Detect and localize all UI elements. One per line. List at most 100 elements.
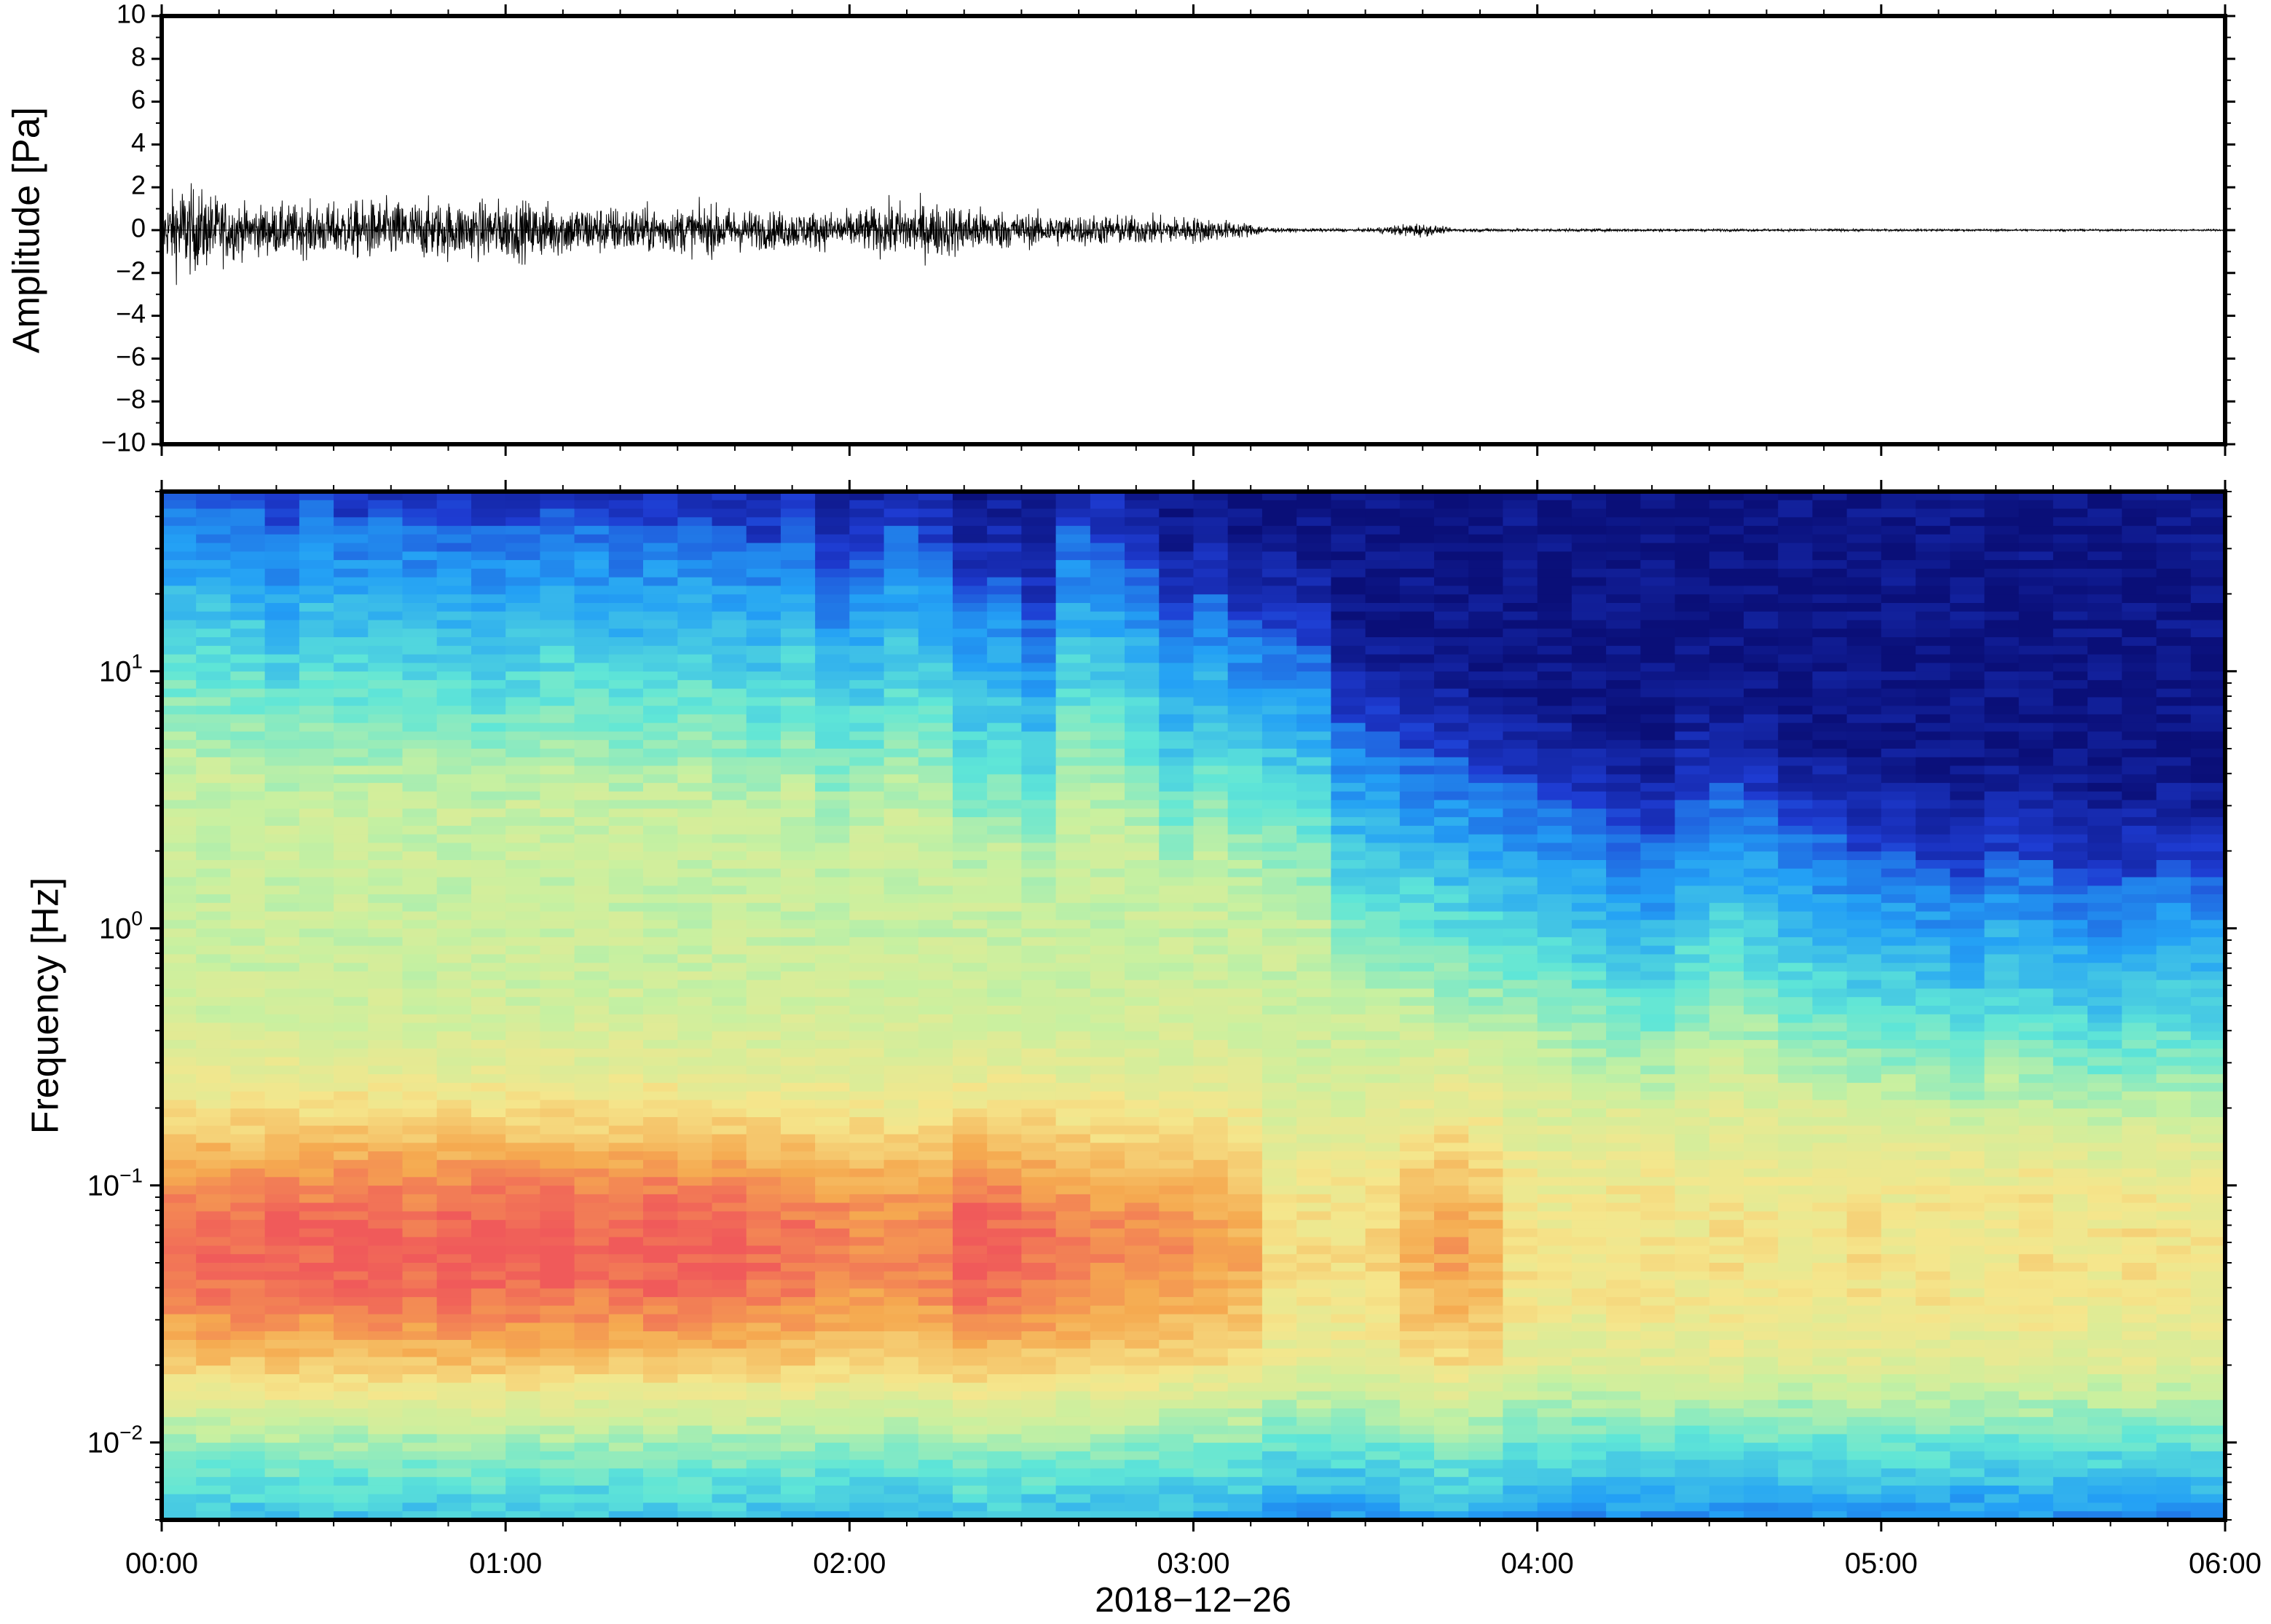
- spectrogram-cell: [1090, 1502, 1125, 1513]
- spectrogram-cell: [1365, 1134, 1401, 1144]
- spectrogram-cell: [987, 1117, 1023, 1127]
- spectrogram-cell: [471, 1177, 506, 1186]
- spectrogram-cell: [1537, 551, 1573, 561]
- spectrogram-cell: [505, 954, 541, 963]
- spectrogram-cell: [299, 645, 334, 655]
- spectrogram-cell: [1434, 1245, 1469, 1256]
- spectrogram-cell: [815, 543, 851, 553]
- spectrogram-cell: [1365, 517, 1401, 527]
- spectrogram-cell: [953, 577, 988, 587]
- spectrogram-cell: [264, 757, 300, 767]
- spectrogram-cell: [987, 1091, 1023, 1101]
- spectrogram-cell: [1503, 1211, 1538, 1221]
- spectrogram-cell: [230, 1323, 266, 1332]
- spectrogram-cell: [1537, 1151, 1573, 1161]
- spectrogram-cell: [746, 783, 782, 792]
- spectrogram-cell: [712, 1151, 747, 1161]
- spectrogram-cell: [1399, 560, 1435, 569]
- spectrogram-cell: [746, 697, 782, 706]
- spectrogram-cell: [918, 492, 953, 501]
- spectrogram-cell: [368, 783, 404, 792]
- spectrogram-cell: [196, 1177, 232, 1186]
- spectrogram-cell: [643, 1451, 678, 1461]
- spectrogram-cell: [196, 697, 232, 706]
- spectrogram-cell: [1571, 920, 1607, 929]
- spectrogram-cell: [436, 1494, 472, 1504]
- spectrogram-cell: [299, 800, 334, 810]
- spectrogram-cell: [953, 731, 988, 741]
- spectrogram-cell: [746, 688, 782, 698]
- spectrogram-cell: [574, 1348, 610, 1358]
- spectrogram-cell: [746, 1117, 782, 1127]
- spectrogram-cell: [299, 637, 334, 647]
- spectrogram-cell: [677, 1040, 713, 1049]
- spectrogram-cell: [987, 1186, 1023, 1195]
- spectrogram-cell: [1296, 1348, 1332, 1358]
- spectrogram-cell: [1055, 577, 1091, 587]
- spectrogram-cell: [712, 611, 747, 621]
- spectrogram-cell: [436, 1211, 472, 1221]
- spectrogram-cell: [746, 1434, 782, 1443]
- spectrogram-cell: [1193, 868, 1229, 878]
- spectrogram-cell: [1227, 1443, 1263, 1452]
- spectrogram-cell: [1468, 679, 1504, 690]
- spectrogram-cell: [334, 1459, 369, 1470]
- spectrogram-cell: [299, 1108, 334, 1118]
- spectrogram-cell: [815, 860, 851, 870]
- spectrogram-cell: [608, 1408, 644, 1418]
- spectrogram-cell: [334, 611, 369, 621]
- spectrogram-cell: [1331, 517, 1366, 527]
- spectrogram-cell: [162, 1186, 197, 1195]
- spectrogram-cell: [540, 1117, 575, 1127]
- spectrogram-cell: [918, 1245, 953, 1256]
- spectrogram-cell: [196, 526, 232, 535]
- spectrogram-cell: [230, 963, 266, 972]
- spectrogram-cell: [883, 706, 919, 715]
- spectrogram-cell: [643, 679, 678, 690]
- spectrogram-cell: [230, 1357, 266, 1366]
- spectrogram-cell: [299, 1511, 334, 1520]
- spectrogram-cell: [746, 868, 782, 878]
- spectrogram-cell: [1159, 1357, 1194, 1366]
- spectrogram-cell: [1365, 679, 1401, 690]
- spectrogram-cell: [780, 1494, 816, 1504]
- spectrogram-cell: [1537, 902, 1573, 912]
- spectrogram-cell: [368, 954, 404, 963]
- spectrogram-cell: [1365, 722, 1401, 733]
- spectrogram-cell: [1571, 765, 1607, 776]
- spectrogram-cell: [712, 1451, 747, 1461]
- spectrogram-cell: [1331, 868, 1366, 878]
- spectrogram-cell: [677, 1434, 713, 1443]
- spectrogram-cell: [1434, 1237, 1469, 1247]
- spectrogram-cell: [1193, 1143, 1229, 1152]
- spectrogram-cell: [1331, 774, 1366, 784]
- spectrogram-cell: [987, 877, 1023, 887]
- spectrogram-cell: [1503, 551, 1538, 561]
- spectrogram-cell: [402, 1416, 438, 1427]
- spectrogram-cell: [815, 568, 851, 578]
- spectrogram-cell: [368, 765, 404, 776]
- spectrogram-cell: [987, 1339, 1023, 1349]
- spectrogram-cell: [162, 825, 197, 835]
- spectrogram-cell: [574, 1031, 610, 1041]
- spectrogram-cell: [1090, 628, 1125, 638]
- spectrogram-cell: [1331, 1502, 1366, 1513]
- spectrogram-cell: [299, 1228, 334, 1238]
- spectrogram-cell: [299, 731, 334, 741]
- spectrogram-cell: [1227, 1220, 1263, 1229]
- spectrogram-cell: [1503, 800, 1538, 810]
- spectrogram-cell: [574, 1048, 610, 1058]
- spectrogram-cell: [574, 979, 610, 990]
- spectrogram-cell: [1468, 920, 1504, 929]
- spectrogram-cell: [1055, 1374, 1091, 1384]
- spectrogram-cell: [1021, 1040, 1057, 1049]
- spectrogram-cell: [264, 731, 300, 741]
- spectrogram-cell: [1503, 868, 1538, 878]
- spectrogram-cell: [402, 1459, 438, 1470]
- spectrogram-cell: [1090, 517, 1125, 527]
- spectrogram-cell: [746, 765, 782, 776]
- spectrogram-cell: [780, 997, 816, 1006]
- spectrogram-cell: [1503, 1305, 1538, 1315]
- spectrogram-cell: [815, 517, 851, 527]
- spectrogram-cell: [746, 1468, 782, 1478]
